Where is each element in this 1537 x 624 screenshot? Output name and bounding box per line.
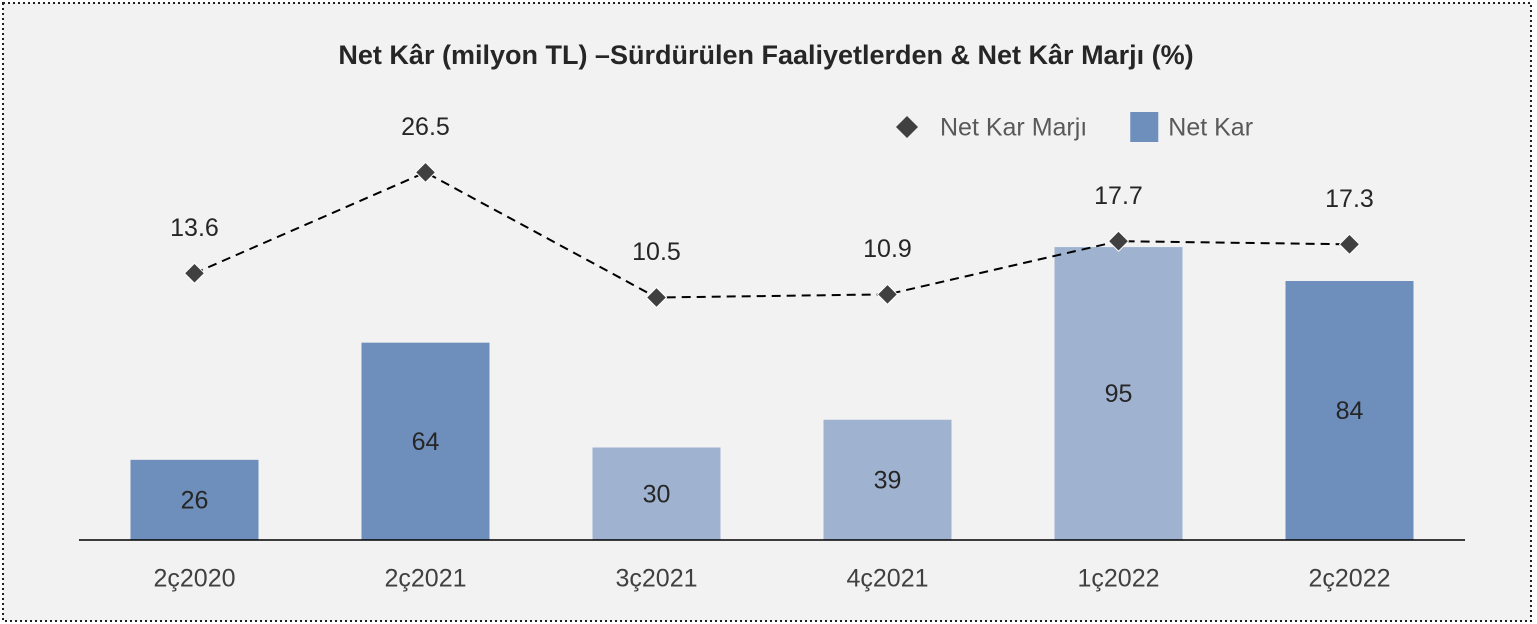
x-tick-label: 4ç2021 [846,565,928,593]
bar [592,447,721,540]
x-tick-label: 1ç2022 [1077,565,1159,593]
bar-value-label: 26 [181,487,209,515]
x-tick-label: 3ç2021 [615,565,697,593]
line-marker [645,286,668,309]
bar [361,342,490,540]
bar [1285,281,1414,540]
legend-marker [896,116,918,138]
bar-value-label: 84 [1336,397,1364,425]
x-tick-label: 2ç2022 [1308,565,1390,593]
line-value-label: 10.9 [863,235,912,263]
x-tick-label: 2ç2021 [384,565,466,593]
legend-label: Net Kar Marjı [940,114,1087,142]
bar-value-label: 95 [1105,380,1133,408]
line-value-label: 26.5 [401,113,450,141]
bar [1054,247,1183,541]
line-value-label: 17.7 [1094,182,1143,210]
chart-title: Net Kâr (milyon TL) –Sürdürülen Faaliyet… [338,40,1193,70]
line-marker [183,262,206,284]
x-tick-label: 2ç2020 [153,565,235,593]
line-marker [414,161,437,184]
line-value-label: 10.5 [632,238,681,266]
line-marker [876,283,899,306]
bar [130,459,259,540]
line-value-label: 13.6 [170,214,219,242]
line-marker [1107,230,1130,252]
bar-value-label: 30 [643,480,671,508]
line-marker [1338,233,1361,256]
bar-value-label: 39 [874,466,902,494]
legend-swatch [1130,112,1159,142]
bar [823,419,952,540]
legend-label: Net Kar [1168,114,1253,142]
bar-value-label: 64 [412,428,440,456]
line-value-label: 17.3 [1325,185,1374,213]
line [194,171,1350,299]
